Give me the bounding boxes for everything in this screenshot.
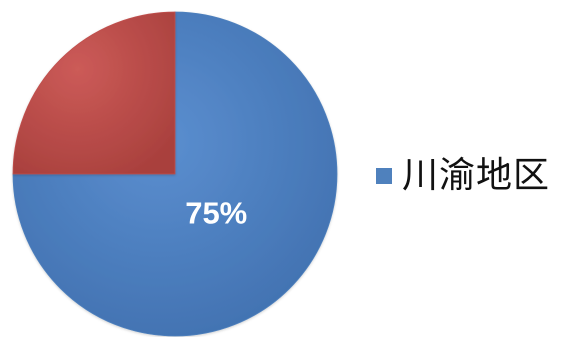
pie-slices [12,11,338,337]
pie-slice-label-0: 75% [185,195,247,230]
legend-label: 川渝地区 [402,155,551,196]
pie-slice-1 [12,11,176,175]
pie-labels: 75% [185,195,247,230]
legend: 川渝地区 [376,158,550,194]
legend-swatch [376,168,392,184]
